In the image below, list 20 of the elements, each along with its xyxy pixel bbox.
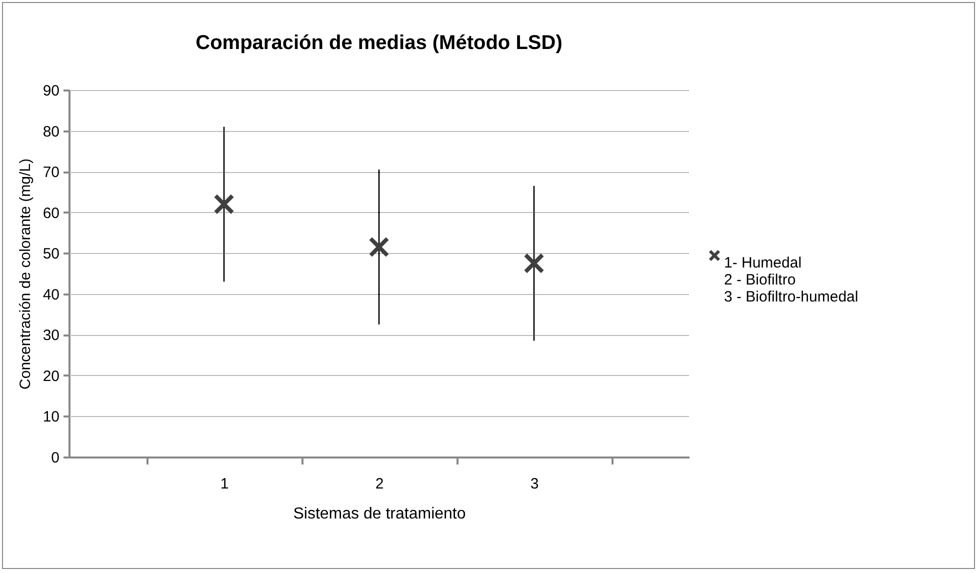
y-tick-label: 60 [42,204,60,222]
point [524,252,544,274]
y-tick-label: 0 [51,450,60,466]
point [214,194,234,215]
x-tick-label: 1 [220,476,229,492]
y-tick-label: 80 [42,123,60,140]
y-tick-label: 10 [42,408,60,426]
chart-title: Comparación de medias (Método LSD) [196,32,562,54]
y-axis-title: Concentración de colorante (mg/L) [16,158,34,390]
y-tick-label: 30 [42,327,60,344]
y-tick-label: 50 [42,246,60,263]
y-tick-label: 20 [42,368,60,385]
x-tick-label: 3 [530,476,539,492]
x-axis-title: Sistemas de tratamiento [293,506,466,522]
x-tick-label: 2 [375,476,384,492]
legend-label: 1- Humedal 2 - Biofiltro 3 - Biofiltro-humedal [724,254,858,306]
y-tick-label: 90 [42,82,60,100]
y-tick-label: 70 [42,164,60,182]
y-tick-label: 40 [42,286,60,304]
point [368,236,390,258]
